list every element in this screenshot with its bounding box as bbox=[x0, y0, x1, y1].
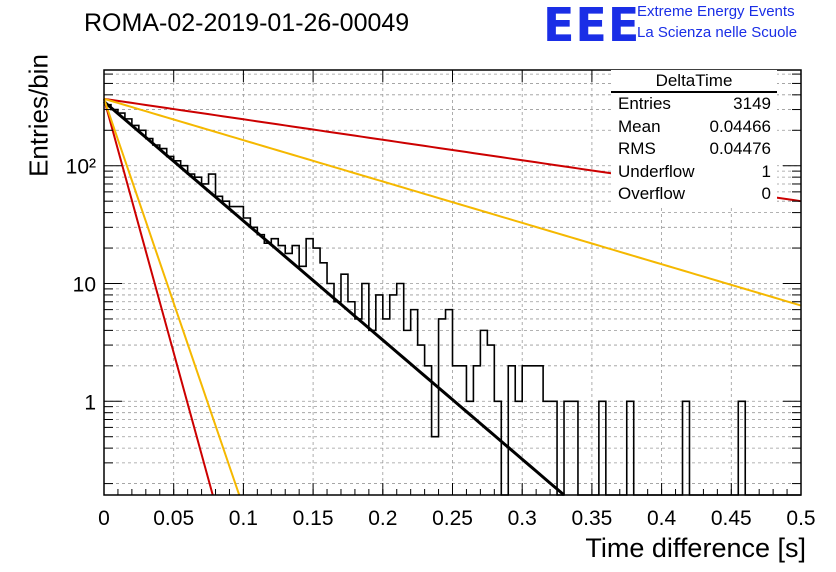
x-tick-label: 0.35 bbox=[571, 507, 612, 530]
stats-title: DeltaTime bbox=[611, 70, 777, 93]
x-tick-label: 0.5 bbox=[786, 507, 815, 530]
stats-label: RMS bbox=[618, 139, 656, 158]
x-tick-label: 0.2 bbox=[368, 507, 397, 530]
x-tick-label: 0.45 bbox=[711, 507, 752, 530]
stats-label: Entries bbox=[618, 94, 671, 113]
chart-title: ROMA-02-2019-01-26-00049 bbox=[84, 9, 410, 37]
x-tick-label: 0.1 bbox=[229, 507, 258, 530]
fit-curve bbox=[103, 98, 214, 496]
x-tick-label: 0.4 bbox=[647, 507, 677, 530]
stats-row: Entries 3149 bbox=[611, 93, 777, 116]
y-tick-label: 10 bbox=[73, 274, 96, 297]
stats-box: DeltaTime Entries 3149 Mean 0.04466 RMS 0.0… bbox=[611, 70, 777, 206]
y-tick-label: 10² bbox=[66, 156, 96, 179]
eee-logo: EEE bbox=[543, 0, 641, 52]
stats-value: 1 bbox=[761, 161, 771, 181]
x-tick-label: 0.15 bbox=[293, 507, 334, 530]
stats-row: Overflow 0 bbox=[611, 183, 777, 206]
histogram bbox=[104, 103, 801, 496]
stats-label: Mean bbox=[618, 116, 661, 136]
x-tick-label: 0.25 bbox=[432, 507, 473, 530]
y-axis-label: Entries/bin bbox=[23, 54, 54, 177]
x-axis-label: Time difference [s] bbox=[585, 533, 806, 563]
fit-curve bbox=[103, 98, 241, 496]
stats-value: 3149 bbox=[733, 94, 771, 113]
stats-value: 0.04476 bbox=[709, 139, 771, 158]
y-tick-label: 1 bbox=[84, 391, 96, 414]
stats-row: Mean 0.04466 bbox=[611, 116, 777, 139]
stats-value: 0.04466 bbox=[709, 116, 771, 136]
logo-line-2: La Scienza nelle Scuole bbox=[637, 24, 798, 41]
x-axis-ticks: 0 0.05 0.1 0.15 0.2 0.25 0.3 0.35 0.4 0.45 0.5 bbox=[98, 70, 816, 530]
x-tick-label: 0.3 bbox=[508, 507, 537, 530]
fit-curve bbox=[103, 97, 802, 307]
x-tick-label: 0.05 bbox=[153, 507, 194, 530]
fit-curve bbox=[103, 100, 565, 497]
stats-row: RMS 0.04476 bbox=[611, 138, 777, 161]
stats-label: Overflow bbox=[618, 184, 686, 203]
histogram-outline bbox=[104, 103, 801, 496]
stats-row: Underflow 1 bbox=[611, 161, 777, 184]
stats-label: Underflow bbox=[618, 161, 695, 181]
logo-line-1: Extreme Energy Events bbox=[637, 3, 795, 20]
x-tick-label: 0 bbox=[98, 507, 110, 530]
stats-value: 0 bbox=[761, 184, 771, 203]
